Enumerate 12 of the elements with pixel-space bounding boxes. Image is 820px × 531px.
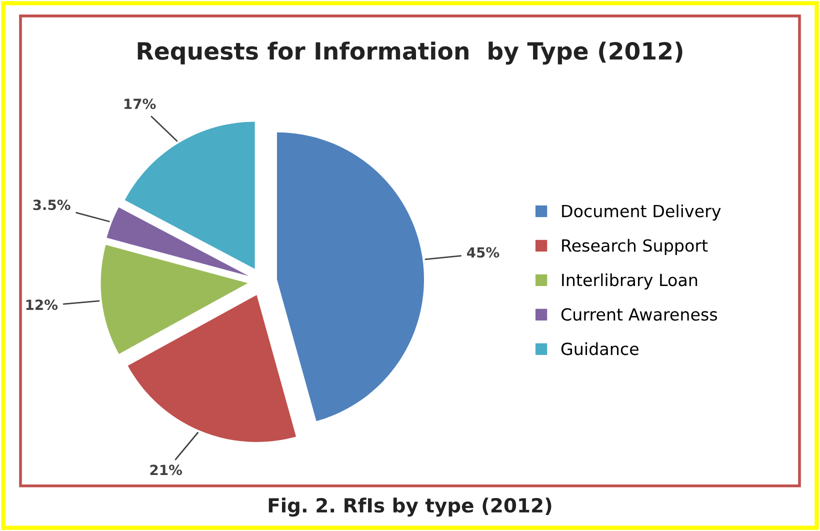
chart-title: Requests for Information by Type (2012) bbox=[138, 42, 682, 65]
data-label: 3.5% bbox=[33, 200, 70, 210]
legend-label: Research Support bbox=[562, 238, 708, 256]
legend-label: Guidance bbox=[561, 342, 638, 356]
data-label: 45% bbox=[467, 247, 500, 258]
legend-label: Document Delivery bbox=[562, 204, 721, 221]
data-label: 17% bbox=[124, 98, 156, 110]
data-label: 21% bbox=[150, 464, 182, 476]
legend-label: Interlibrary Loan bbox=[562, 273, 698, 290]
data-label: 12% bbox=[26, 300, 58, 310]
legend-label: Current Awareness bbox=[561, 308, 718, 321]
caption: Fig. 2. RfIs by type (2012) bbox=[268, 498, 552, 517]
